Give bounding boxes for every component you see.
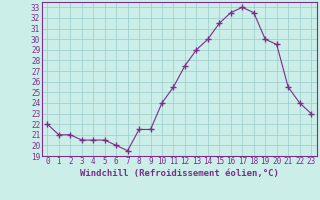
X-axis label: Windchill (Refroidissement éolien,°C): Windchill (Refroidissement éolien,°C) (80, 169, 279, 178)
